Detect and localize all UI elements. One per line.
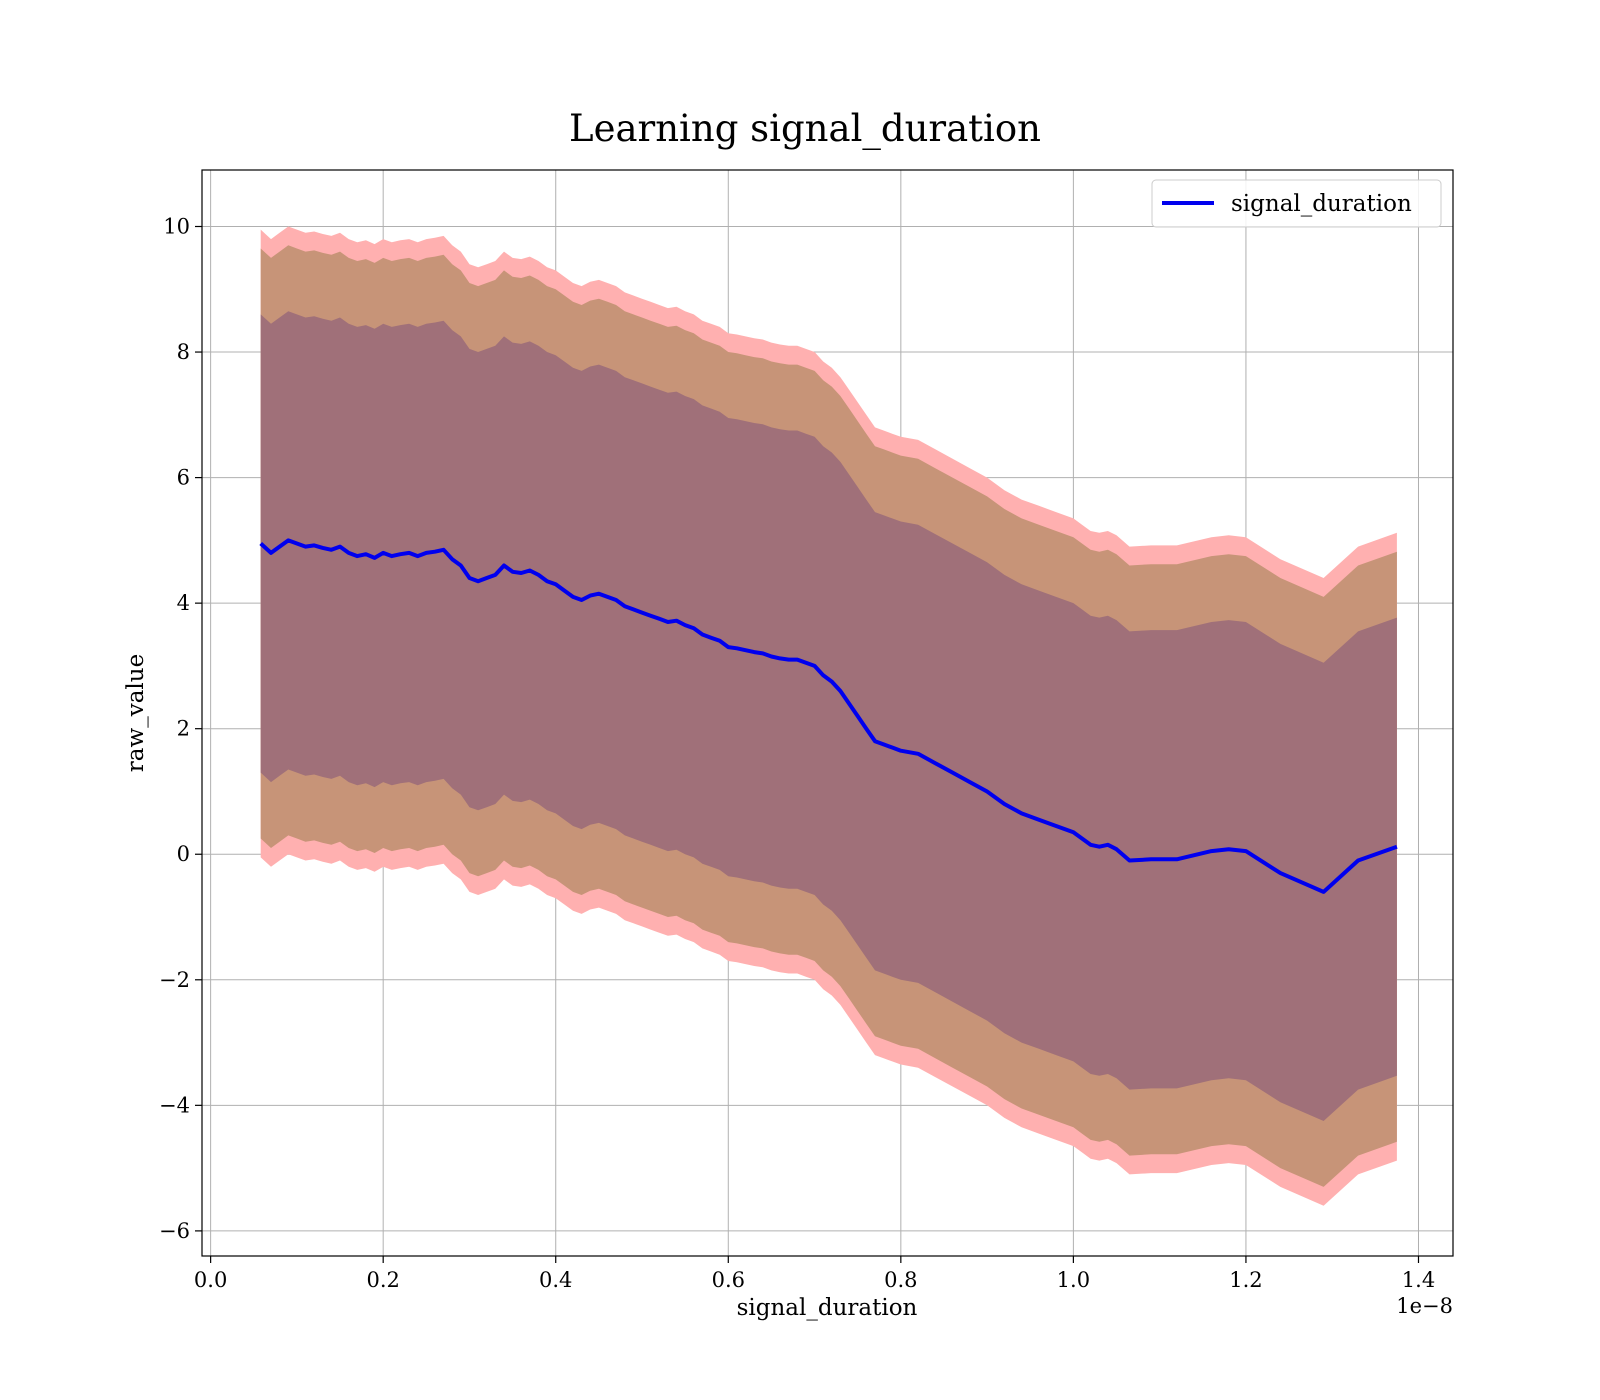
- x-tick-label: 0.2: [366, 1268, 399, 1292]
- legend-label: signal_duration: [1231, 191, 1412, 217]
- y-tick-label: 10: [163, 214, 190, 238]
- series-line-signal-duration: [259, 538, 1398, 894]
- y-tick-label: 6: [177, 466, 190, 490]
- y-tick-label: 8: [177, 340, 190, 364]
- band-layer: [260, 226, 1397, 1206]
- y-axis-label: raw_value: [123, 654, 149, 772]
- x-tick-label: 0.0: [194, 1268, 227, 1292]
- y-tick-label: −6: [159, 1219, 190, 1243]
- x-tick-label: 0.8: [884, 1268, 917, 1292]
- line-layer: [259, 538, 1398, 894]
- x-tick-label: 1.2: [1229, 1268, 1262, 1292]
- y-tick-label: 0: [177, 842, 190, 866]
- inner-confidence-band: [260, 311, 1397, 1121]
- plot-frame: [201, 169, 1454, 1257]
- y-tick-label: 4: [177, 591, 190, 615]
- y-tick-label: −2: [159, 968, 190, 992]
- chart-title: Learning signal_duration: [569, 107, 1041, 151]
- x-axis-label: signal_duration: [737, 1295, 918, 1321]
- tick-layer: 0.0 0.2 0.4 0.6 0.8 1.0 1.2 1.4 −6 −4 −2 0 2 4 6 8 10: [159, 214, 1435, 1292]
- x-offset-label: 1e−8: [1396, 1294, 1453, 1318]
- x-tick-label: 1.0: [1057, 1268, 1090, 1292]
- x-tick-label: 0.6: [712, 1268, 745, 1292]
- legend-box: [1151, 179, 1442, 228]
- y-tick-label: −4: [159, 1093, 190, 1117]
- x-tick-label: 1.4: [1402, 1268, 1435, 1292]
- x-tick-label: 0.4: [539, 1268, 572, 1292]
- y-tick-label: 2: [177, 717, 190, 741]
- legend: signal_duration: [1151, 179, 1442, 228]
